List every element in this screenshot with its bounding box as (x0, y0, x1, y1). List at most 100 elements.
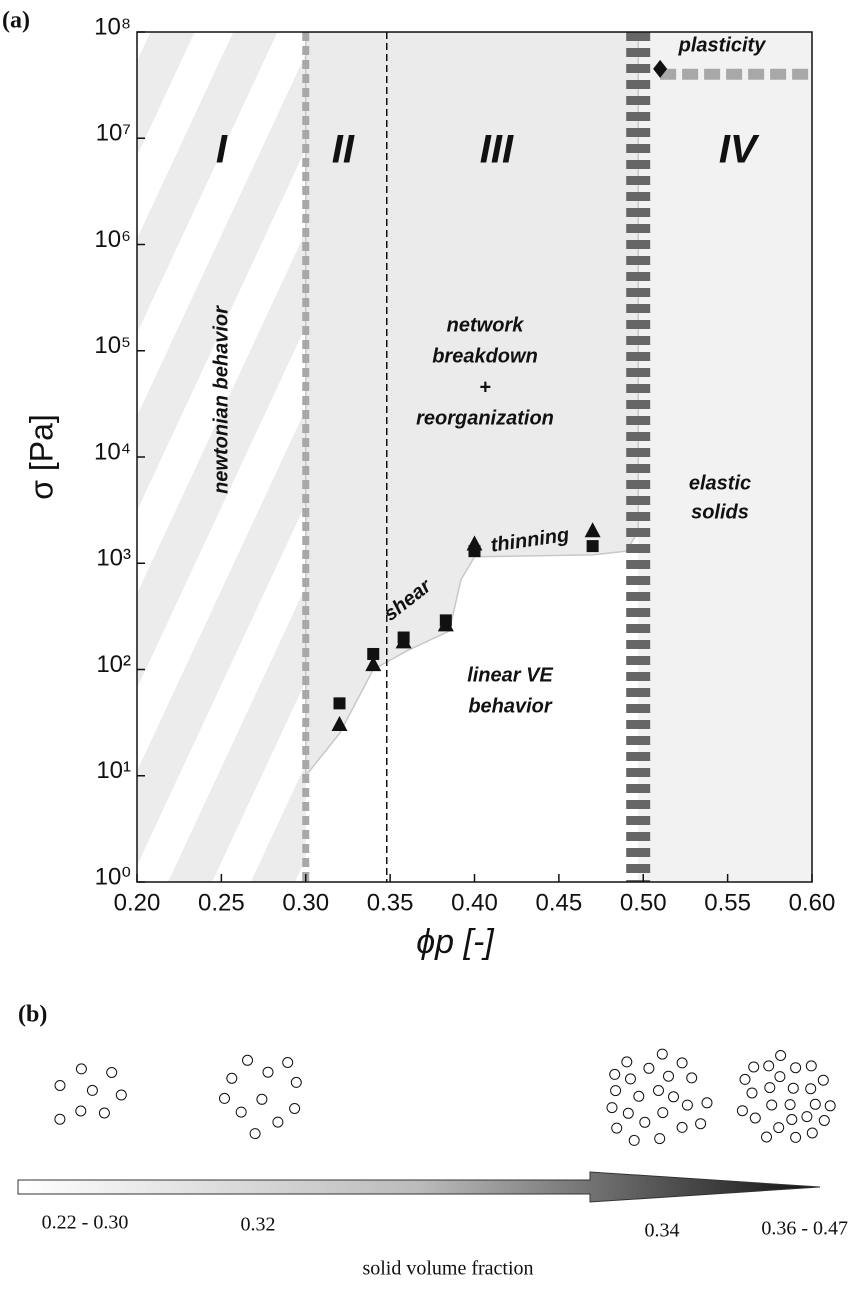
particle (656, 1048, 668, 1060)
annotation: newtonian behavior (210, 305, 232, 494)
y-tick-label: 10⁰ (95, 863, 131, 890)
particle (242, 1054, 253, 1066)
region-bg (638, 32, 812, 882)
data-point (395, 633, 412, 649)
stage-label: 0.22 - 0.30 (42, 1212, 129, 1234)
particle (805, 1083, 817, 1095)
panel-label: (b) (18, 1002, 47, 1028)
particle (801, 1111, 813, 1123)
particle (761, 1131, 772, 1143)
arrow (17, 1171, 821, 1203)
particle (54, 1113, 66, 1125)
y-tick-label: 10² (96, 651, 131, 678)
data-point (367, 647, 380, 660)
particle (621, 1056, 633, 1068)
region-bg (137, 32, 306, 882)
particle (736, 1105, 748, 1117)
panel-label: (a) (2, 8, 30, 34)
particle (739, 1073, 751, 1085)
particle (774, 1071, 786, 1083)
particle (226, 1072, 238, 1084)
particle (657, 1107, 669, 1119)
particle (633, 1090, 645, 1102)
particle (681, 1099, 693, 1111)
annotation: reorganization (416, 407, 554, 429)
data-point (653, 59, 668, 78)
particle (817, 1074, 829, 1086)
particle (773, 1122, 785, 1134)
particle (695, 1118, 707, 1130)
particle (654, 1133, 666, 1145)
data-point (331, 716, 348, 732)
particle (86, 1084, 98, 1096)
data-point (586, 540, 599, 553)
particle (115, 1089, 127, 1101)
particle (790, 1062, 802, 1074)
particle (663, 1070, 674, 1082)
particle (676, 1057, 688, 1069)
data-point (437, 616, 454, 632)
particle (75, 1063, 87, 1075)
particle (775, 1050, 787, 1061)
annotation: elastic (689, 472, 751, 494)
region-label: III (480, 128, 514, 172)
particle (625, 1073, 636, 1085)
y-tick-label: 10¹ (96, 757, 131, 784)
particle (75, 1105, 87, 1117)
data-point (333, 697, 346, 710)
particle (54, 1080, 66, 1091)
particle (282, 1057, 294, 1068)
plot: 0.20 0.25 0.30 0.35 0.40 0.45 0.50 0.55 0.60 10⁰ 1… (23, 13, 835, 961)
particle (701, 1097, 713, 1109)
region-label: IV (719, 128, 760, 172)
region-label: II (332, 128, 355, 172)
annotation: solids (691, 501, 749, 523)
y-tick-label: 10³ (96, 545, 131, 572)
particle (653, 1085, 664, 1096)
particle (686, 1072, 698, 1084)
data-point (584, 522, 601, 538)
particle (639, 1116, 651, 1128)
particle (763, 1060, 775, 1072)
regions (137, 32, 812, 882)
particle (262, 1066, 274, 1078)
y-tick-label: 10⁷ (96, 120, 131, 147)
particle (290, 1076, 302, 1088)
particle (746, 1087, 758, 1099)
x-tick-label: 0.40 (451, 889, 498, 916)
particle (235, 1106, 247, 1118)
particle (611, 1122, 623, 1134)
x-axis-label: ϕp [-] (416, 923, 495, 961)
particle (272, 1116, 284, 1128)
x-tick-label: 0.35 (367, 889, 414, 916)
particle (790, 1131, 802, 1143)
annotation: behavior (468, 695, 553, 717)
stage-label: 0.32 (241, 1214, 276, 1236)
particle (622, 1107, 634, 1119)
particle (610, 1085, 622, 1097)
particle (766, 1099, 778, 1111)
annotation: plasticity (678, 34, 767, 56)
y-axis-label: σ [Pa] (23, 414, 59, 500)
stage-label: 0.36 - 0.47 (761, 1218, 848, 1240)
y-tick-label: 10⁶ (94, 226, 131, 253)
x-tick-label: 0.50 (620, 889, 667, 916)
particle (98, 1107, 110, 1119)
y-tick-label: 10⁴ (94, 438, 131, 465)
x-tick-label: 0.55 (704, 889, 751, 916)
particle (748, 1061, 760, 1073)
data-point (365, 656, 382, 672)
annotation: linear VE (467, 664, 553, 686)
particle (764, 1082, 776, 1094)
particle (249, 1128, 261, 1140)
particle (805, 1060, 817, 1072)
axis-label: solid volume fraction (362, 1258, 533, 1280)
particle (676, 1121, 688, 1133)
particle (289, 1103, 301, 1114)
annotation: network (447, 314, 525, 336)
particle (609, 1068, 621, 1080)
particle (628, 1134, 640, 1146)
particle (643, 1062, 655, 1074)
particle-clusters (54, 1048, 836, 1146)
y-tick-label: 10⁵ (94, 332, 131, 359)
